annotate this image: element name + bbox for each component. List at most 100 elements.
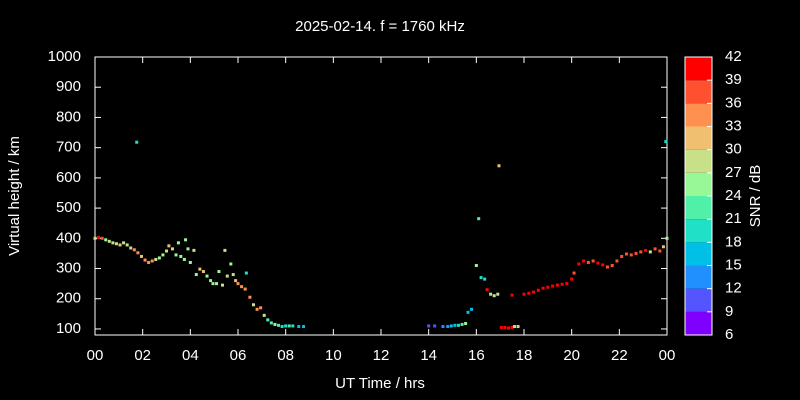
data-point bbox=[615, 259, 619, 263]
colorbar-segment bbox=[685, 80, 712, 104]
data-point bbox=[231, 273, 235, 277]
data-point bbox=[591, 259, 595, 263]
data-point bbox=[229, 262, 233, 266]
y-tick-label: 100 bbox=[56, 320, 81, 337]
data-point bbox=[97, 235, 101, 239]
data-point bbox=[658, 249, 662, 253]
y-tick-label: 400 bbox=[56, 229, 81, 246]
data-point bbox=[161, 253, 165, 257]
y-axis-label: Virtual height / km bbox=[6, 136, 23, 256]
data-point bbox=[601, 263, 605, 267]
data-point bbox=[496, 292, 500, 296]
colorbar-tick-label: 21 bbox=[725, 210, 742, 227]
data-point bbox=[217, 270, 221, 274]
data-point bbox=[188, 260, 192, 264]
colorbar-segment bbox=[685, 126, 712, 150]
data-point bbox=[221, 283, 225, 287]
data-point bbox=[492, 294, 496, 298]
data-point bbox=[179, 254, 183, 258]
data-point bbox=[551, 284, 555, 288]
data-point bbox=[234, 279, 238, 283]
colorbar-segment bbox=[685, 242, 712, 266]
data-point bbox=[510, 293, 514, 297]
x-tick-label: 12 bbox=[373, 347, 390, 364]
colorbar-tick-label: 39 bbox=[725, 71, 742, 88]
y-tick-label: 1000 bbox=[48, 48, 81, 65]
y-tick-label: 700 bbox=[56, 139, 81, 156]
data-point bbox=[433, 324, 437, 328]
colorbar-tick-label: 18 bbox=[725, 233, 742, 250]
colorbar-segment bbox=[685, 103, 712, 127]
data-point bbox=[302, 325, 306, 329]
data-point bbox=[582, 259, 586, 263]
x-tick-label: 10 bbox=[325, 347, 342, 364]
data-point bbox=[485, 288, 489, 292]
data-point bbox=[522, 292, 526, 296]
data-point bbox=[223, 248, 227, 252]
data-point bbox=[297, 325, 301, 329]
y-tick-label: 800 bbox=[56, 108, 81, 125]
x-axis-label: UT Time / hrs bbox=[335, 375, 425, 392]
data-point bbox=[182, 257, 186, 261]
colorbar-segment bbox=[685, 288, 712, 312]
data-point bbox=[143, 258, 147, 262]
data-point bbox=[446, 325, 450, 329]
data-point bbox=[527, 291, 531, 295]
data-point bbox=[629, 253, 633, 257]
data-point bbox=[620, 254, 624, 258]
data-point bbox=[269, 321, 273, 325]
data-point bbox=[240, 285, 244, 289]
x-tick-label: 06 bbox=[230, 347, 247, 364]
data-point bbox=[107, 239, 111, 243]
colorbar-tick-label: 24 bbox=[725, 187, 742, 204]
colorbar-tick-label: 42 bbox=[725, 48, 742, 65]
data-point bbox=[453, 323, 457, 327]
data-point bbox=[577, 262, 581, 266]
data-point bbox=[664, 140, 668, 144]
data-point bbox=[560, 282, 564, 286]
data-point bbox=[605, 265, 609, 269]
data-point bbox=[665, 236, 669, 240]
colorbar-tick-label: 9 bbox=[725, 303, 733, 320]
data-point bbox=[104, 238, 108, 242]
data-point bbox=[516, 325, 520, 329]
data-point bbox=[661, 245, 665, 249]
colorbar-tick-label: 30 bbox=[725, 141, 742, 158]
data-point bbox=[248, 295, 252, 299]
data-point bbox=[277, 323, 281, 327]
data-point bbox=[198, 267, 202, 271]
x-tick-label: 20 bbox=[563, 347, 580, 364]
data-point bbox=[497, 164, 501, 168]
data-point bbox=[129, 246, 133, 250]
data-point bbox=[596, 261, 600, 265]
data-point bbox=[139, 254, 143, 258]
colorbar-segment bbox=[685, 311, 712, 335]
data-point bbox=[489, 292, 493, 296]
data-point bbox=[570, 277, 574, 281]
data-point bbox=[157, 256, 161, 260]
data-point bbox=[536, 288, 540, 292]
data-point bbox=[460, 322, 464, 326]
colorbar-segment bbox=[685, 196, 712, 220]
colorbar-tick-label: 27 bbox=[725, 164, 742, 181]
data-point bbox=[211, 282, 215, 286]
data-point bbox=[479, 276, 483, 280]
x-tick-label: 02 bbox=[134, 347, 151, 364]
data-point bbox=[170, 247, 174, 251]
data-point bbox=[565, 282, 569, 286]
data-point bbox=[132, 248, 136, 252]
data-point bbox=[634, 251, 638, 255]
data-point bbox=[114, 242, 118, 246]
data-point bbox=[470, 307, 474, 311]
data-point bbox=[586, 260, 590, 264]
data-point bbox=[244, 271, 248, 275]
data-point bbox=[100, 236, 104, 240]
data-point bbox=[251, 303, 255, 307]
data-point bbox=[236, 282, 240, 286]
x-tick-label: 00 bbox=[659, 347, 676, 364]
data-point bbox=[610, 264, 614, 267]
y-tick-label: 200 bbox=[56, 290, 81, 307]
x-tick-label: 04 bbox=[182, 347, 199, 364]
